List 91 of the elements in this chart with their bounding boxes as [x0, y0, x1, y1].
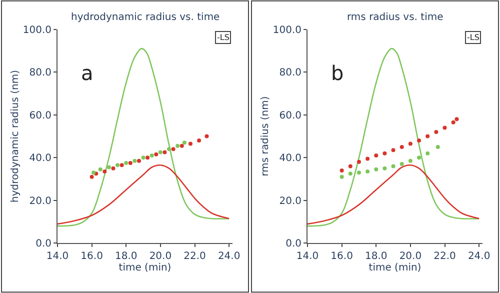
x-tick-label: 24.0	[218, 251, 240, 262]
point	[176, 144, 180, 148]
point	[340, 174, 344, 179]
point	[162, 150, 167, 154]
point	[391, 164, 396, 168]
x-tick-label: 22.0	[434, 251, 456, 262]
point	[154, 152, 158, 156]
point	[171, 147, 176, 152]
annotation: b	[331, 61, 344, 85]
point	[128, 160, 132, 165]
y-axis-title: rms radius (nm)	[260, 96, 271, 176]
point	[382, 151, 387, 156]
point	[356, 160, 361, 164]
x-axis-title: time (min)	[368, 262, 422, 274]
point	[408, 142, 412, 146]
x-tick-label: 24.0	[468, 251, 490, 262]
point	[102, 170, 107, 174]
point	[436, 144, 440, 149]
chart-title: rms radius vs. time	[347, 12, 444, 23]
point	[150, 154, 154, 158]
point	[158, 150, 162, 154]
point	[348, 172, 352, 176]
point	[180, 144, 184, 148]
x-tick-label: 20.0	[399, 251, 422, 262]
y-tick-label: 20.0	[29, 196, 52, 207]
point	[188, 142, 192, 146]
annotation: -LS	[217, 33, 230, 42]
point	[426, 134, 430, 138]
y-tick-label: 0.0	[286, 238, 302, 250]
x-axis-title: time (min)	[118, 262, 172, 274]
point	[400, 144, 404, 149]
point	[417, 138, 422, 143]
point	[98, 167, 102, 172]
point	[366, 156, 370, 161]
point	[442, 126, 447, 130]
point	[382, 166, 387, 170]
point	[340, 168, 344, 172]
y-tick-label: 100.0	[272, 24, 302, 36]
y-tick-label: 0.0	[36, 238, 52, 250]
point	[146, 156, 150, 160]
line-series	[308, 164, 480, 225]
point	[434, 130, 438, 134]
point	[426, 151, 430, 156]
x-tick-label: 20.0	[149, 251, 172, 262]
x-tick-label: 14.0	[296, 251, 319, 262]
point	[451, 120, 456, 124]
y-tick-label: 20.0	[279, 196, 302, 207]
point	[348, 164, 352, 168]
point	[92, 170, 96, 175]
point	[454, 117, 459, 122]
line-series	[308, 48, 480, 227]
point	[106, 165, 111, 170]
point	[400, 162, 404, 166]
point	[137, 158, 141, 163]
y-tick-label: 40.0	[29, 153, 52, 164]
point	[391, 148, 396, 152]
annotation: a	[81, 61, 94, 85]
point	[124, 160, 128, 165]
point	[132, 158, 137, 163]
x-tick-label: 14.0	[46, 251, 69, 262]
point	[417, 156, 422, 160]
point	[197, 138, 202, 143]
x-tick-label: 16.0	[80, 251, 103, 262]
point	[366, 170, 370, 174]
point	[204, 134, 209, 138]
y-tick-label: 60.0	[29, 110, 52, 122]
line-series	[58, 48, 230, 227]
x-tick-label: 18.0	[114, 251, 138, 262]
point	[141, 156, 146, 160]
y-tick-label: 80.0	[29, 68, 52, 79]
point	[90, 174, 94, 179]
point	[167, 147, 172, 152]
point	[120, 163, 124, 168]
point	[374, 154, 378, 158]
point	[111, 166, 116, 170]
point	[374, 167, 378, 172]
point	[116, 163, 120, 168]
y-tick-label: 40.0	[279, 153, 302, 164]
line-series	[58, 164, 230, 225]
chart-title: hydrodynamic radius vs. time	[71, 12, 220, 23]
x-tick-label: 22.0	[184, 251, 206, 262]
point	[356, 170, 361, 175]
y-tick-label: 80.0	[279, 68, 302, 79]
y-tick-label: 60.0	[279, 110, 302, 122]
annotation: -LS	[467, 33, 480, 42]
point	[182, 140, 186, 145]
y-tick-label: 100.0	[22, 24, 52, 36]
x-tick-label: 18.0	[364, 251, 388, 262]
x-tick-label: 16.0	[330, 251, 353, 262]
y-axis-title: hydrodynamic radius (nm)	[10, 70, 21, 203]
point	[408, 158, 412, 163]
